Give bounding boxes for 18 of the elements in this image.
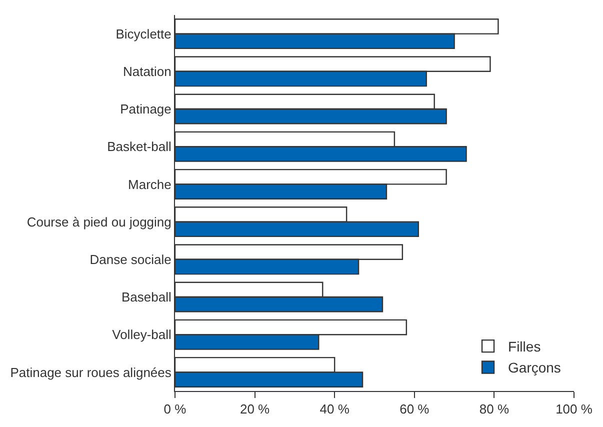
x-tick-label: 20 % [240,402,270,417]
x-tick-label: 80 % [479,402,510,417]
y-tick-label: Basket-ball [107,139,172,154]
y-tick-label: Bicyclette [116,26,172,42]
x-tick-label: 60 % [400,402,430,417]
y-tick-label: Patinage [120,102,172,117]
y-tick-label: Danse sociale [90,252,172,267]
legend-label: Garçons [508,360,561,376]
x-tick-label: 100 % [556,402,593,417]
x-tick-label: 0 % [164,402,187,417]
y-tick-label: Patinage sur roues alignées [10,364,172,380]
x-tick-label: 40 % [320,402,350,417]
y-tick-label: Volley-ball [112,327,172,342]
legend-label: Filles [508,338,541,355]
y-tick-label: Natation [122,64,172,79]
y-tick-label: Baseball [122,290,172,305]
y-tick-label: Marche [128,176,172,192]
y-tick-label: Course à pied ou jogging [26,214,172,230]
